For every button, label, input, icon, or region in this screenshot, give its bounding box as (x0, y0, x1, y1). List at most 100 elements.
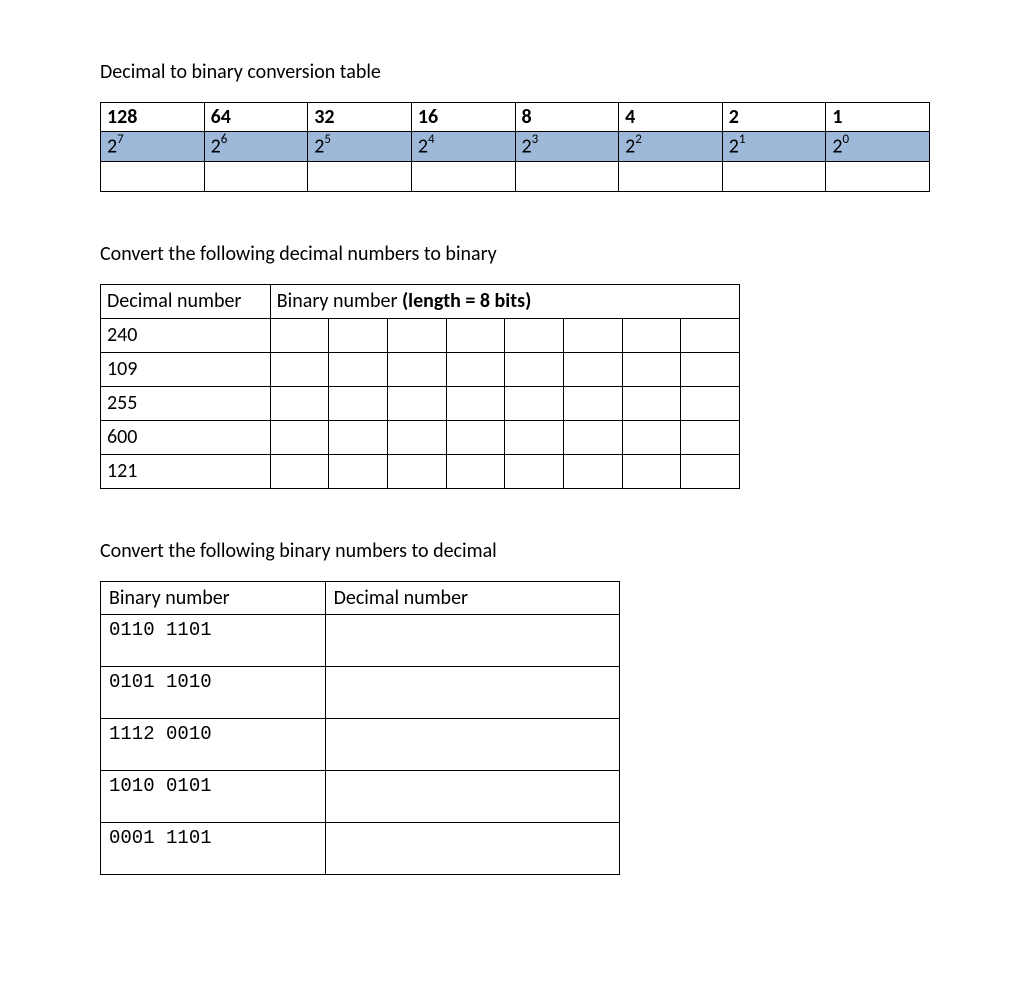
conversion-power-cell: 21 (722, 132, 826, 162)
conversion-empty-cell (204, 161, 308, 191)
d2b-bit-cell (446, 454, 505, 488)
d2b-bit-cell (329, 386, 388, 420)
d2b-decimal-cell: 121 (101, 454, 271, 488)
power-base: 2 (832, 135, 842, 159)
conversion-decimal-cell: 64 (204, 103, 308, 132)
d2b-header-binary: Binary number (length = 8 bits) (270, 284, 739, 318)
d2b-bit-cell (446, 352, 505, 386)
power-base: 2 (314, 135, 324, 159)
conversion-empty-cell (722, 161, 826, 191)
d2b-bit-cell (329, 318, 388, 352)
table-row: 109 (101, 352, 740, 386)
d2b-bit-cell (564, 386, 623, 420)
d2b-bit-cell (505, 352, 564, 386)
d2b-bit-cell (681, 318, 740, 352)
conversion-decimal-cell: 8 (515, 103, 619, 132)
d2b-decimal-cell: 109 (101, 352, 271, 386)
conversion-decimal-cell: 2 (722, 103, 826, 132)
power-exp: 7 (117, 132, 124, 147)
d2b-bit-cell (564, 318, 623, 352)
power-base: 2 (625, 135, 635, 159)
d2b-title: Convert the following decimal numbers to… (100, 242, 924, 266)
b2d-section: Convert the following binary numbers to … (100, 539, 924, 875)
d2b-bit-cell (446, 318, 505, 352)
b2d-binary-cell: 0101 1010 (101, 666, 326, 718)
table-row: 1112 0010 (101, 718, 620, 770)
d2b-bit-cell (388, 420, 447, 454)
d2b-bit-cell (270, 386, 329, 420)
conversion-empty-cell (515, 161, 619, 191)
table-row: 0101 1010 (101, 666, 620, 718)
d2b-bit-cell (681, 386, 740, 420)
d2b-decimal-cell: 240 (101, 318, 271, 352)
d2b-decimal-cell: 600 (101, 420, 271, 454)
conversion-decimal-row: 128 64 32 16 8 4 2 1 (101, 103, 930, 132)
d2b-bit-cell (622, 454, 681, 488)
conversion-power-cell: 24 (411, 132, 515, 162)
b2d-decimal-cell (325, 718, 619, 770)
d2b-header-binary-plain: Binary number (277, 289, 402, 313)
d2b-bit-cell (681, 420, 740, 454)
power-exp: 2 (635, 132, 642, 147)
conversion-power-cell: 27 (101, 132, 205, 162)
power-base: 2 (107, 135, 117, 159)
conversion-empty-cell (826, 161, 930, 191)
b2d-decimal-cell (325, 614, 619, 666)
b2d-header-decimal: Decimal number (325, 581, 619, 614)
conversion-power-cell: 22 (619, 132, 723, 162)
conversion-title: Decimal to binary conversion table (100, 60, 924, 84)
power-base: 2 (729, 135, 739, 159)
d2b-bit-cell (270, 352, 329, 386)
power-base: 2 (522, 135, 532, 159)
conversion-decimal-cell: 4 (619, 103, 723, 132)
conversion-table: 128 64 32 16 8 4 2 1 27 26 25 24 23 22 2… (100, 102, 930, 192)
d2b-bit-cell (329, 420, 388, 454)
power-base: 2 (418, 135, 428, 159)
conversion-empty-cell (411, 161, 515, 191)
d2b-bit-cell (446, 386, 505, 420)
d2b-table: Decimal number Binary number (length = 8… (100, 284, 740, 489)
d2b-bit-cell (388, 454, 447, 488)
d2b-bit-cell (622, 318, 681, 352)
conversion-decimal-cell: 32 (308, 103, 412, 132)
d2b-bit-cell (505, 386, 564, 420)
conversion-section: Decimal to binary conversion table 128 6… (100, 60, 924, 192)
conversion-power-cell: 26 (204, 132, 308, 162)
power-exp: 6 (221, 132, 228, 147)
d2b-bit-cell (270, 420, 329, 454)
d2b-bit-cell (622, 352, 681, 386)
d2b-bit-cell (270, 454, 329, 488)
power-exp: 3 (532, 132, 539, 147)
conversion-decimal-cell: 16 (411, 103, 515, 132)
b2d-header-binary: Binary number (101, 581, 326, 614)
d2b-bit-cell (446, 420, 505, 454)
conversion-empty-cell (308, 161, 412, 191)
d2b-bit-cell (388, 386, 447, 420)
conversion-decimal-cell: 1 (826, 103, 930, 132)
b2d-binary-cell: 1112 0010 (101, 718, 326, 770)
table-row: 1010 0101 (101, 770, 620, 822)
conversion-power-row: 27 26 25 24 23 22 21 20 (101, 132, 930, 162)
conversion-power-cell: 25 (308, 132, 412, 162)
d2b-bit-cell (622, 420, 681, 454)
d2b-bit-cell (564, 454, 623, 488)
d2b-bit-cell (388, 318, 447, 352)
d2b-bit-cell (681, 454, 740, 488)
d2b-header-decimal: Decimal number (101, 284, 271, 318)
d2b-section: Convert the following decimal numbers to… (100, 242, 924, 489)
d2b-bit-cell (329, 352, 388, 386)
b2d-title: Convert the following binary numbers to … (100, 539, 924, 563)
table-row: 0110 1101 (101, 614, 620, 666)
d2b-bit-cell (329, 454, 388, 488)
power-exp: 5 (324, 132, 331, 147)
b2d-binary-cell: 0110 1101 (101, 614, 326, 666)
b2d-header-row: Binary number Decimal number (101, 581, 620, 614)
power-exp: 0 (843, 132, 850, 147)
table-row: 0001 1101 (101, 822, 620, 874)
d2b-bit-cell (505, 454, 564, 488)
conversion-power-cell: 20 (826, 132, 930, 162)
b2d-binary-cell: 0001 1101 (101, 822, 326, 874)
d2b-bit-cell (564, 420, 623, 454)
b2d-decimal-cell (325, 822, 619, 874)
b2d-decimal-cell (325, 770, 619, 822)
